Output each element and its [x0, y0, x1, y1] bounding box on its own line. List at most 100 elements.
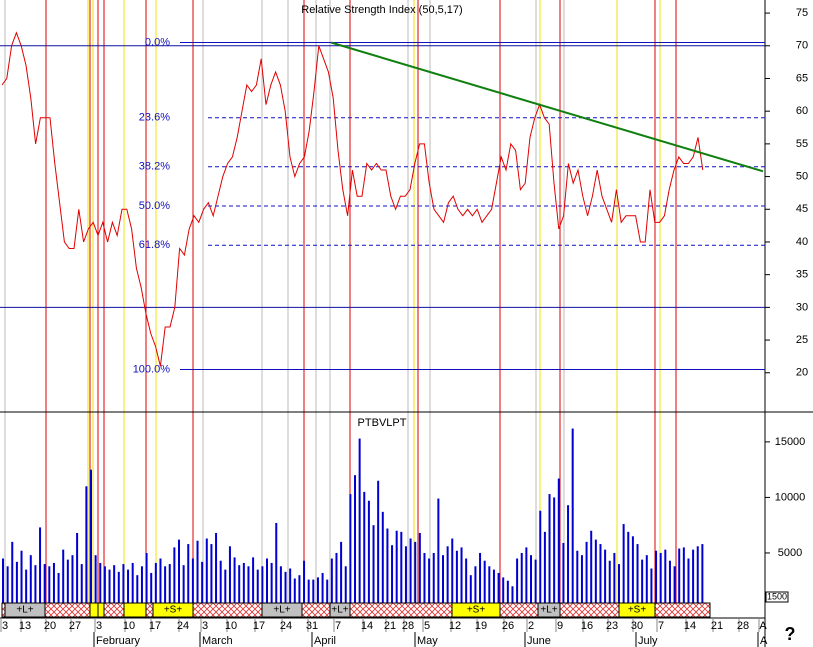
volume-bar [266, 558, 268, 609]
volume-bar [460, 547, 463, 609]
date-label: 30 [631, 620, 643, 632]
volume-bar [418, 532, 421, 609]
volume-bar [62, 549, 65, 609]
strip-segment [451, 602, 501, 618]
volume-bar [395, 530, 398, 609]
date-label: 5 [424, 620, 430, 632]
volume-bar [442, 555, 444, 609]
volume-bar [659, 552, 662, 609]
date-label: 16 [581, 620, 593, 632]
help-button[interactable]: ? [785, 624, 796, 644]
volume-bar [631, 536, 634, 609]
volume-bar [210, 544, 213, 609]
strip-label: +L+ [16, 605, 33, 616]
volume-bar [543, 531, 546, 609]
volume-bar [284, 571, 287, 609]
strip-label: +L+ [540, 605, 557, 616]
volume-bar [358, 438, 361, 609]
volume-bar [261, 566, 264, 609]
volume-bar [159, 558, 162, 609]
volume-bar [432, 552, 435, 609]
rsi-title: Relative Strength Index (50,5,17) [301, 4, 462, 16]
volume-bar [252, 557, 255, 609]
volume-bar [567, 505, 570, 609]
volume-bar [6, 566, 9, 609]
volume-bar [664, 549, 667, 609]
y-tick-label: 70 [796, 40, 808, 52]
date-label: 12 [449, 620, 461, 632]
volume-bar [687, 558, 690, 609]
volume-title: PTBVLPT [358, 417, 407, 429]
strip-bg [1, 602, 711, 618]
volume-bar [219, 560, 222, 609]
volume-bar [335, 552, 338, 609]
volume-bar [465, 558, 468, 609]
volume-bar [423, 552, 426, 609]
volume-bar [367, 500, 370, 609]
volume-bar [191, 558, 194, 609]
date-label: 27 [69, 620, 81, 632]
volume-bar [668, 560, 671, 609]
axis-note-box [765, 591, 789, 603]
date-label: 10 [123, 620, 135, 632]
volume-bar [641, 559, 644, 609]
volume-bar [270, 562, 273, 609]
y-tick-label: 55 [796, 138, 808, 150]
volume-bar [140, 566, 143, 609]
volume-bar [11, 541, 14, 609]
volume-bar [539, 510, 542, 609]
date-label: 3 [2, 620, 8, 632]
volume-bar [233, 557, 236, 609]
volume-bar [298, 575, 301, 609]
volume-bar [437, 498, 440, 609]
date-label: 2 [528, 620, 534, 632]
volume-bar [502, 577, 505, 609]
volume-bar [279, 566, 282, 609]
date-label: 21 [384, 620, 396, 632]
date-label: 14 [684, 620, 696, 632]
y-tick-label: 40 [796, 236, 808, 248]
volume-bar [15, 561, 18, 609]
trendline [330, 41, 764, 173]
volume-bar [228, 546, 231, 609]
volume-bar [386, 528, 389, 609]
volume-bar [404, 546, 407, 609]
volume-bar [205, 538, 208, 609]
date-label: 7 [335, 620, 341, 632]
volume-bar [599, 544, 602, 609]
volume-bar [154, 562, 157, 609]
volume-bar [326, 579, 329, 609]
volume-bar [483, 560, 486, 609]
volume-bar [43, 564, 46, 609]
strip-label: +S+ [628, 605, 647, 616]
strip-label: +S+ [164, 605, 183, 616]
volume-bar [650, 568, 653, 609]
y-tick-label: 50 [796, 170, 808, 182]
volume-bar [479, 552, 482, 609]
volume-bar [90, 469, 92, 609]
volume-bar [103, 566, 106, 609]
volume-bar [604, 549, 607, 609]
volume-bar [136, 575, 139, 609]
volume-bar [557, 478, 560, 609]
volume-bar [636, 544, 639, 609]
volume-bar [692, 549, 695, 609]
volume-bar [113, 565, 116, 609]
axis-note: 1500 [767, 591, 787, 601]
strip-segment [152, 602, 194, 618]
volume-bar [673, 566, 676, 609]
month-label: A [760, 635, 768, 647]
volume-bar [289, 568, 292, 609]
date-label: 7 [658, 620, 664, 632]
volume-bar [247, 566, 250, 609]
volume-bar [29, 555, 32, 609]
month-label: April [314, 635, 336, 647]
volume-bar [492, 569, 495, 609]
date-label: 13 [19, 620, 31, 632]
date-label: 3 [96, 620, 102, 632]
date-label: 9 [557, 620, 563, 632]
volume-bar [25, 569, 28, 609]
date-label: 26 [502, 620, 514, 632]
volume-bar [215, 532, 218, 609]
volume-bar [562, 542, 565, 609]
